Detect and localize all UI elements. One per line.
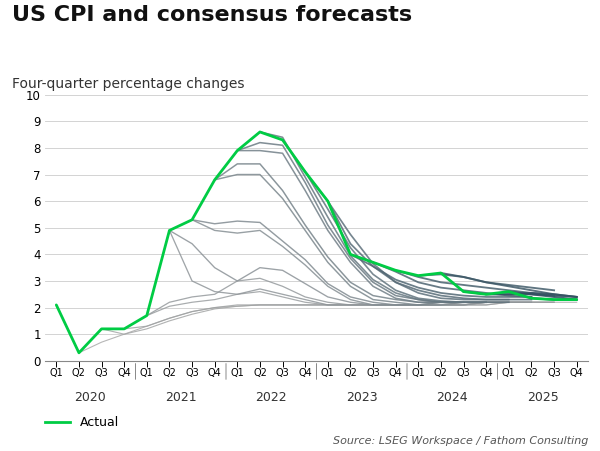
Text: Source: LSEG Workspace / Fathom Consulting: Source: LSEG Workspace / Fathom Consulti…	[332, 437, 588, 446]
Text: 2021: 2021	[165, 391, 197, 405]
Text: US CPI and consensus forecasts: US CPI and consensus forecasts	[12, 5, 412, 24]
Text: 2020: 2020	[74, 391, 106, 405]
Text: 2022: 2022	[256, 391, 287, 405]
Text: Four-quarter percentage changes: Four-quarter percentage changes	[12, 77, 245, 91]
Text: 2025: 2025	[527, 391, 559, 405]
Text: 2023: 2023	[346, 391, 377, 405]
Text: 2024: 2024	[436, 391, 468, 405]
Legend: Actual: Actual	[40, 411, 125, 434]
